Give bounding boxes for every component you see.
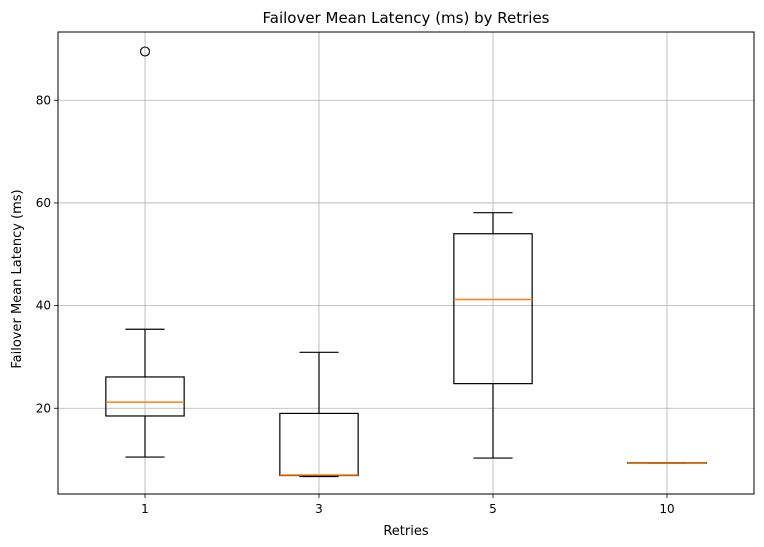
outlier-point — [139, 46, 151, 57]
y-axis-ticks: 20 40 60 80 — [36, 93, 58, 415]
x-axis-ticks: 1 3 5 10 — [141, 494, 675, 516]
x-tick-label: 10 — [659, 502, 674, 516]
grid-lines — [58, 32, 754, 494]
box-iqr — [105, 376, 185, 417]
x-tick-label: 5 — [489, 502, 497, 516]
y-tick-label: 20 — [36, 401, 51, 415]
box-group — [105, 46, 707, 478]
chart-title: Failover Mean Latency (ms) by Retries — [263, 9, 550, 27]
y-tick-label: 40 — [36, 299, 51, 313]
x-axis-label: Retries — [383, 524, 428, 539]
plot-frame — [57, 31, 755, 495]
y-tick-label: 60 — [36, 196, 51, 210]
y-tick-label: 80 — [36, 93, 51, 107]
x-tick-label: 1 — [141, 502, 149, 516]
x-tick-label: 3 — [315, 502, 323, 516]
y-axis-label: Failover Mean Latency (ms) — [10, 189, 25, 368]
box-iqr — [453, 233, 533, 385]
